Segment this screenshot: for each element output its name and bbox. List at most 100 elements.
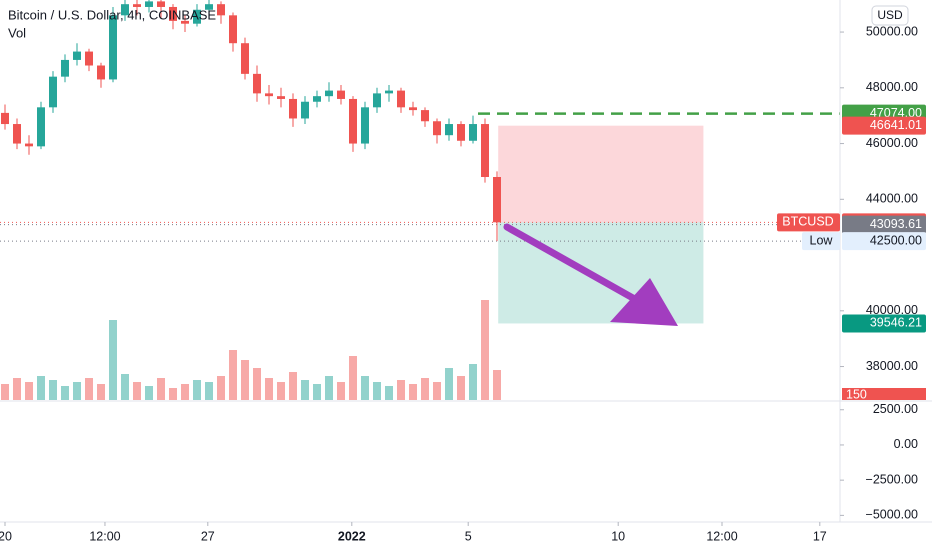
candle-body xyxy=(457,124,465,141)
candle-body xyxy=(205,4,213,10)
candle-body xyxy=(373,93,381,108)
price-label-name: BTCUSD xyxy=(782,215,833,229)
volume-bar xyxy=(133,382,141,400)
candle-body xyxy=(289,98,297,119)
stop-zone xyxy=(498,125,704,223)
volume-bar xyxy=(337,382,345,400)
candle-body xyxy=(397,90,405,108)
volume-bar xyxy=(73,382,81,400)
volume-label: 150 xyxy=(846,387,867,401)
volume-bar xyxy=(265,378,273,400)
candle-body xyxy=(493,177,501,223)
y-tick-label: 40000.00 xyxy=(866,303,918,317)
candle-body xyxy=(181,20,189,24)
price-label-box xyxy=(842,314,926,333)
x-tick-label: 12:00 xyxy=(706,529,737,543)
candle-body xyxy=(361,107,369,144)
price-label-box xyxy=(842,232,926,251)
volume-bar xyxy=(481,300,489,400)
x-tick-label: 12:00 xyxy=(89,529,120,543)
volume-bar xyxy=(301,380,309,400)
candle-body xyxy=(193,9,201,24)
price-label: 46641.01 xyxy=(870,118,922,132)
volume-bar xyxy=(361,376,369,400)
price-pane xyxy=(0,0,840,400)
volume-bar xyxy=(97,384,105,400)
volume-bar xyxy=(409,384,417,400)
indicator-tick-label: −2500.00 xyxy=(866,472,919,486)
price-label-name: Low xyxy=(810,233,834,247)
candle-body xyxy=(85,51,93,66)
price-label-name-box xyxy=(802,232,840,251)
candle-body xyxy=(325,90,333,97)
volume-title: Vol xyxy=(8,25,26,40)
price-label-name-box xyxy=(777,213,840,232)
currency-label[interactable]: USD xyxy=(877,8,903,22)
volume-bar xyxy=(1,384,9,400)
volume-bar xyxy=(181,384,189,400)
volume-bar xyxy=(13,378,21,400)
candle-body xyxy=(445,124,453,136)
volume-bar xyxy=(169,388,177,400)
candle-body xyxy=(97,65,105,80)
candle-body xyxy=(229,15,237,44)
candle-body xyxy=(157,1,165,7)
volume-bar xyxy=(49,380,57,400)
candle-body xyxy=(49,76,57,108)
price-label: 42500.00 xyxy=(870,233,922,247)
arrow-shaft xyxy=(503,223,644,306)
volume-bar xyxy=(217,376,225,400)
y-tick-label: 48000.00 xyxy=(866,80,918,94)
y-tick-label: 50000.00 xyxy=(866,24,918,38)
price-label: 47074.00 xyxy=(870,106,922,120)
volume-bar xyxy=(157,378,165,400)
volume-bar xyxy=(397,380,405,400)
volume-bar xyxy=(457,376,465,400)
y-tick-label: 44000.00 xyxy=(866,192,918,206)
volume-bar xyxy=(85,378,93,400)
candle-body xyxy=(121,4,129,16)
candle-body xyxy=(481,124,489,178)
volume-bar xyxy=(193,380,201,400)
candle-body xyxy=(337,90,345,99)
x-tick-label: 10 xyxy=(611,529,625,543)
candle-body xyxy=(253,73,261,94)
candle-body xyxy=(145,1,153,7)
indicator-tick-label: −5000.00 xyxy=(866,508,919,522)
y-tick-label: 46000.00 xyxy=(866,136,918,150)
x-tick-label: 27 xyxy=(201,529,215,543)
volume-bar xyxy=(325,376,333,400)
volume-bar xyxy=(445,368,453,400)
volume-bar xyxy=(469,364,477,400)
candle-body xyxy=(409,107,417,111)
price-label: 39546.21 xyxy=(870,316,922,330)
indicator-tick-label: 2500.00 xyxy=(873,402,918,416)
candle-body xyxy=(385,90,393,94)
price-label-box xyxy=(842,116,926,135)
candle-body xyxy=(25,143,33,147)
y-tick-label: 38000.00 xyxy=(866,359,918,373)
candle-body xyxy=(109,15,117,80)
candle-body xyxy=(421,110,429,122)
candle-body xyxy=(265,93,273,97)
candle-body xyxy=(469,124,477,141)
volume-bar xyxy=(61,386,69,400)
volume-bar xyxy=(25,382,33,400)
volume-bar xyxy=(433,382,441,400)
candle-body xyxy=(169,6,177,21)
currency-button[interactable] xyxy=(871,5,909,26)
volume-bar xyxy=(253,368,261,400)
volume-bar xyxy=(385,386,393,400)
candle-body xyxy=(277,96,285,99)
volume-bar xyxy=(205,382,213,400)
volume-bar xyxy=(229,350,237,400)
price-label: 43093.61 xyxy=(870,217,922,231)
candle-body xyxy=(73,51,81,60)
candle-body xyxy=(349,98,357,144)
arrow xyxy=(503,223,678,326)
candle-body xyxy=(313,96,321,102)
chart-title: Bitcoin / U.S. Dollar, 4h, COINBASE xyxy=(8,7,216,22)
volume-bar xyxy=(37,376,45,400)
